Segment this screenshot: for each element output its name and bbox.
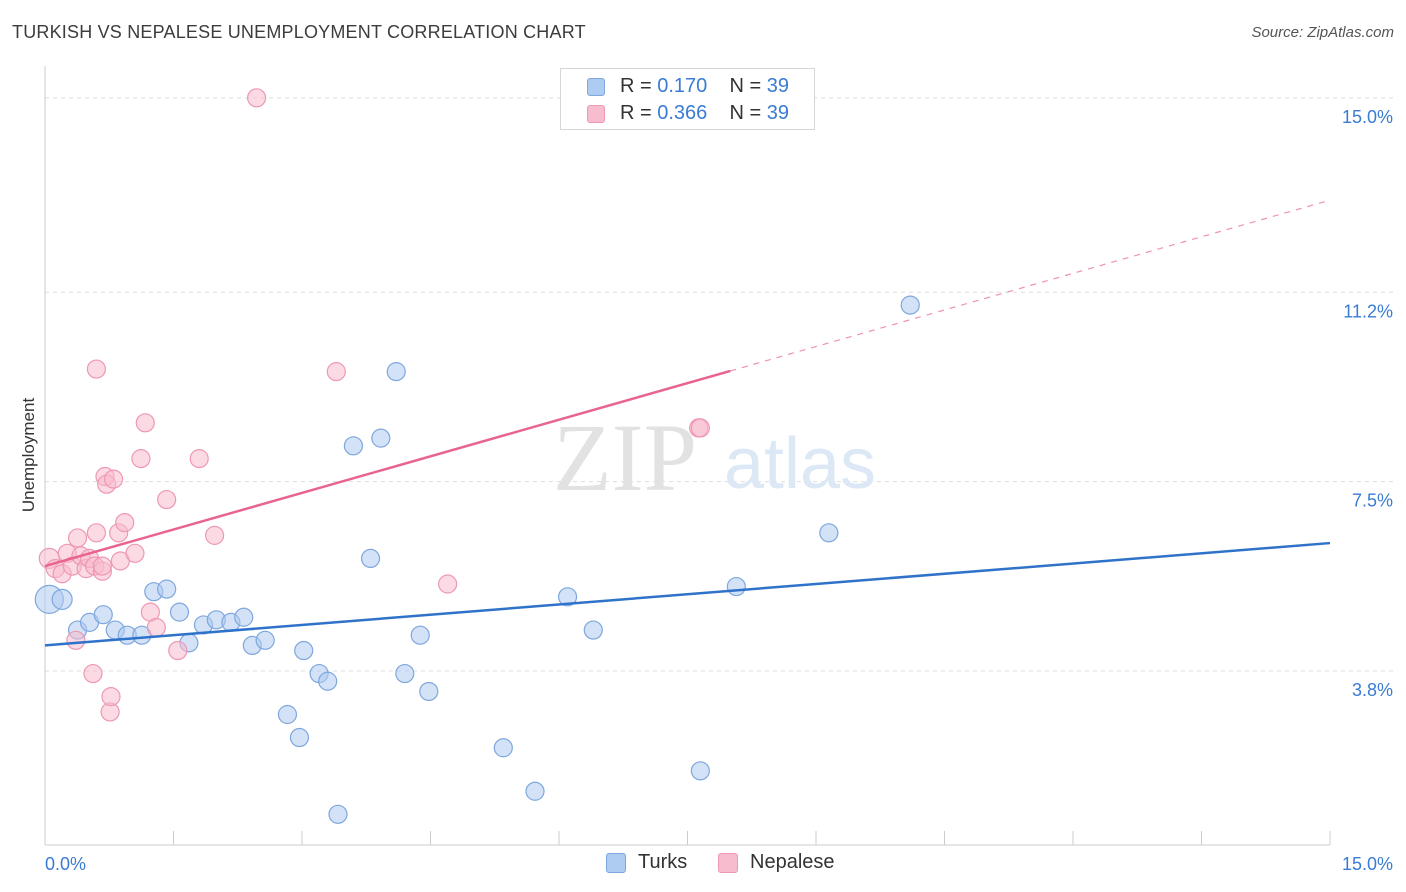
- nepalese-point: [135, 413, 155, 433]
- turks-r-value: 0.170: [657, 75, 708, 97]
- nepalese-trend-extension: [730, 199, 1331, 372]
- source-label: Source: ZipAtlas.com: [1251, 24, 1394, 41]
- nepalese-point: [66, 630, 86, 650]
- nepalese-point: [115, 512, 135, 533]
- nepalese-legend-label: Nepalese: [750, 851, 835, 873]
- turks-point: [360, 548, 381, 569]
- correlation-legend: R = 0.170 N = 39 R = 0.366 N = 39: [560, 68, 815, 130]
- y-tick-label: 15.0%: [1342, 107, 1393, 127]
- turks-point: [318, 671, 338, 691]
- turks-point: [343, 436, 363, 456]
- turks-point: [93, 605, 113, 625]
- turks-point: [419, 681, 439, 702]
- nepalese-swatch: [587, 105, 605, 123]
- turks-point: [157, 579, 177, 599]
- turks-point: [169, 602, 190, 622]
- turks-legend-swatch: [606, 853, 626, 873]
- watermark-zip: ZIP: [553, 404, 697, 511]
- turks-point: [371, 428, 391, 448]
- turks-point: [690, 761, 710, 781]
- turks-point: [386, 362, 406, 382]
- nepalese-point: [690, 418, 710, 438]
- watermark: ZIP atlas: [553, 404, 876, 511]
- turks-r-label: R =: [620, 75, 658, 97]
- nepalese-n-value: 39: [766, 102, 790, 124]
- turks-point: [557, 587, 578, 607]
- turks-point: [255, 630, 275, 650]
- nepalese-point: [189, 449, 209, 469]
- nepalese-r-label: R =: [620, 102, 658, 124]
- x-tick-label: 15.0%: [1342, 854, 1393, 874]
- axes: [44, 66, 1331, 846]
- nepalese-n-label: N =: [729, 102, 767, 124]
- turks-n-value: 39: [766, 75, 790, 97]
- points: [34, 88, 920, 824]
- y-tick-label: 3.8%: [1352, 680, 1393, 700]
- y-axis-label: Unemployment: [19, 397, 38, 513]
- trend-lines: [44, 199, 1331, 647]
- chart-title: TURKISH VS NEPALESE UNEMPLOYMENT CORRELA…: [12, 22, 586, 42]
- watermark-atlas: atlas: [724, 424, 876, 504]
- nepalese-point: [146, 617, 166, 638]
- nepalese-point: [86, 523, 107, 543]
- nepalese-point: [168, 640, 188, 661]
- nepalese-point: [67, 528, 88, 548]
- y-tick-label: 7.5%: [1352, 491, 1393, 511]
- turks-point: [328, 804, 348, 824]
- turks-point: [819, 523, 839, 543]
- y-tick-label: 11.2%: [1343, 301, 1393, 321]
- nepalese-point: [103, 469, 124, 489]
- nepalese-point: [125, 543, 145, 563]
- turks-trend-line: [44, 541, 1331, 647]
- turks-point: [289, 727, 310, 748]
- nepalese-point: [438, 574, 458, 594]
- x-tick-label: 0.0%: [45, 854, 86, 874]
- nepalese-point: [246, 88, 267, 108]
- turks-point: [900, 295, 920, 315]
- turks-point: [51, 588, 73, 610]
- nepalese-point: [86, 359, 107, 379]
- turks-point: [294, 640, 314, 661]
- turks-point: [277, 704, 298, 725]
- turks-point: [234, 607, 254, 627]
- turks-legend-label: Turks: [638, 851, 688, 873]
- nepalese-point: [101, 686, 121, 707]
- nepalese-legend-swatch: [718, 853, 738, 873]
- nepalese-r-value: 0.366: [657, 102, 708, 124]
- turks-n-label: N =: [729, 75, 767, 97]
- nepalese-trend-line: [44, 369, 731, 568]
- nepalese-point: [326, 362, 346, 382]
- nepalese-point: [131, 449, 151, 469]
- turks-point: [525, 781, 545, 801]
- turks-point: [410, 625, 430, 645]
- turks-point: [493, 738, 513, 758]
- nepalese-point: [83, 663, 103, 684]
- nepalese-point: [92, 556, 112, 576]
- turks-point: [395, 663, 415, 684]
- grid-layer: [45, 97, 1395, 672]
- turks-swatch: [587, 78, 605, 96]
- turks-point: [726, 576, 746, 597]
- turks-point: [583, 620, 603, 640]
- nepalese-point: [157, 489, 177, 510]
- nepalese-point: [205, 525, 225, 545]
- tick-labels: 15.0% 11.2% 7.5% 3.8% 0.0% 15.0%: [45, 107, 1393, 874]
